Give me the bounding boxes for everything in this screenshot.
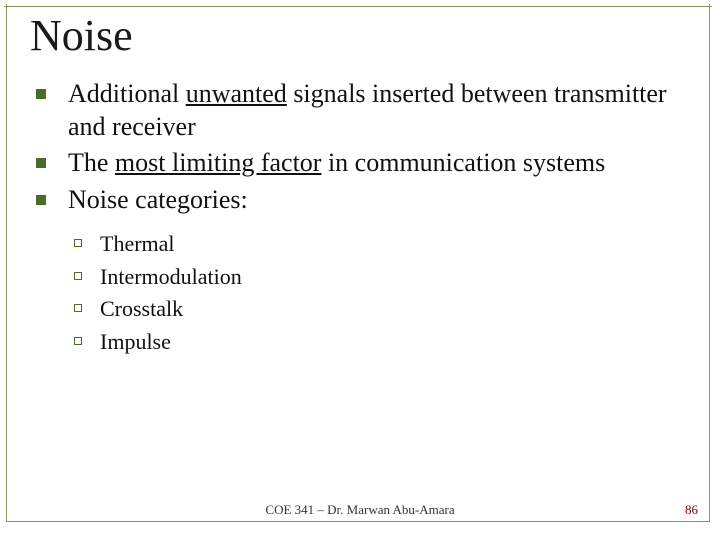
list-item: Crosstalk xyxy=(74,295,690,324)
list-item: Additional unwanted signals inserted bet… xyxy=(36,78,690,143)
sub-bullet-text: Impulse xyxy=(100,328,171,357)
list-item: Intermodulation xyxy=(74,263,690,292)
list-item: The most limiting factor in communicatio… xyxy=(36,147,690,180)
bullet-text: Additional unwanted signals inserted bet… xyxy=(68,78,690,143)
bullet-text: The most limiting factor in communicatio… xyxy=(68,147,605,180)
slide-title: Noise xyxy=(30,10,141,61)
hollow-square-bullet-icon xyxy=(74,304,82,312)
hollow-square-bullet-icon xyxy=(74,272,82,280)
hollow-square-bullet-icon xyxy=(74,337,82,345)
hollow-square-bullet-icon xyxy=(74,239,82,247)
list-item: Noise categories: xyxy=(36,184,690,217)
content-area: Additional unwanted signals inserted bet… xyxy=(36,78,690,360)
footer-text: COE 341 – Dr. Marwan Abu-Amara xyxy=(0,502,720,518)
square-bullet-icon xyxy=(36,89,46,99)
square-bullet-icon xyxy=(36,195,46,205)
sub-list: Thermal Intermodulation Crosstalk Impuls… xyxy=(74,230,690,356)
sub-bullet-text: Thermal xyxy=(100,230,175,259)
title-area: Noise xyxy=(4,0,712,70)
list-item: Impulse xyxy=(74,328,690,357)
sub-bullet-text: Crosstalk xyxy=(100,295,183,324)
title-rule xyxy=(4,6,712,7)
bullet-text: Noise categories: xyxy=(68,184,248,217)
list-item: Thermal xyxy=(74,230,690,259)
square-bullet-icon xyxy=(36,158,46,168)
page-number: 86 xyxy=(685,502,698,518)
sub-bullet-text: Intermodulation xyxy=(100,263,242,292)
